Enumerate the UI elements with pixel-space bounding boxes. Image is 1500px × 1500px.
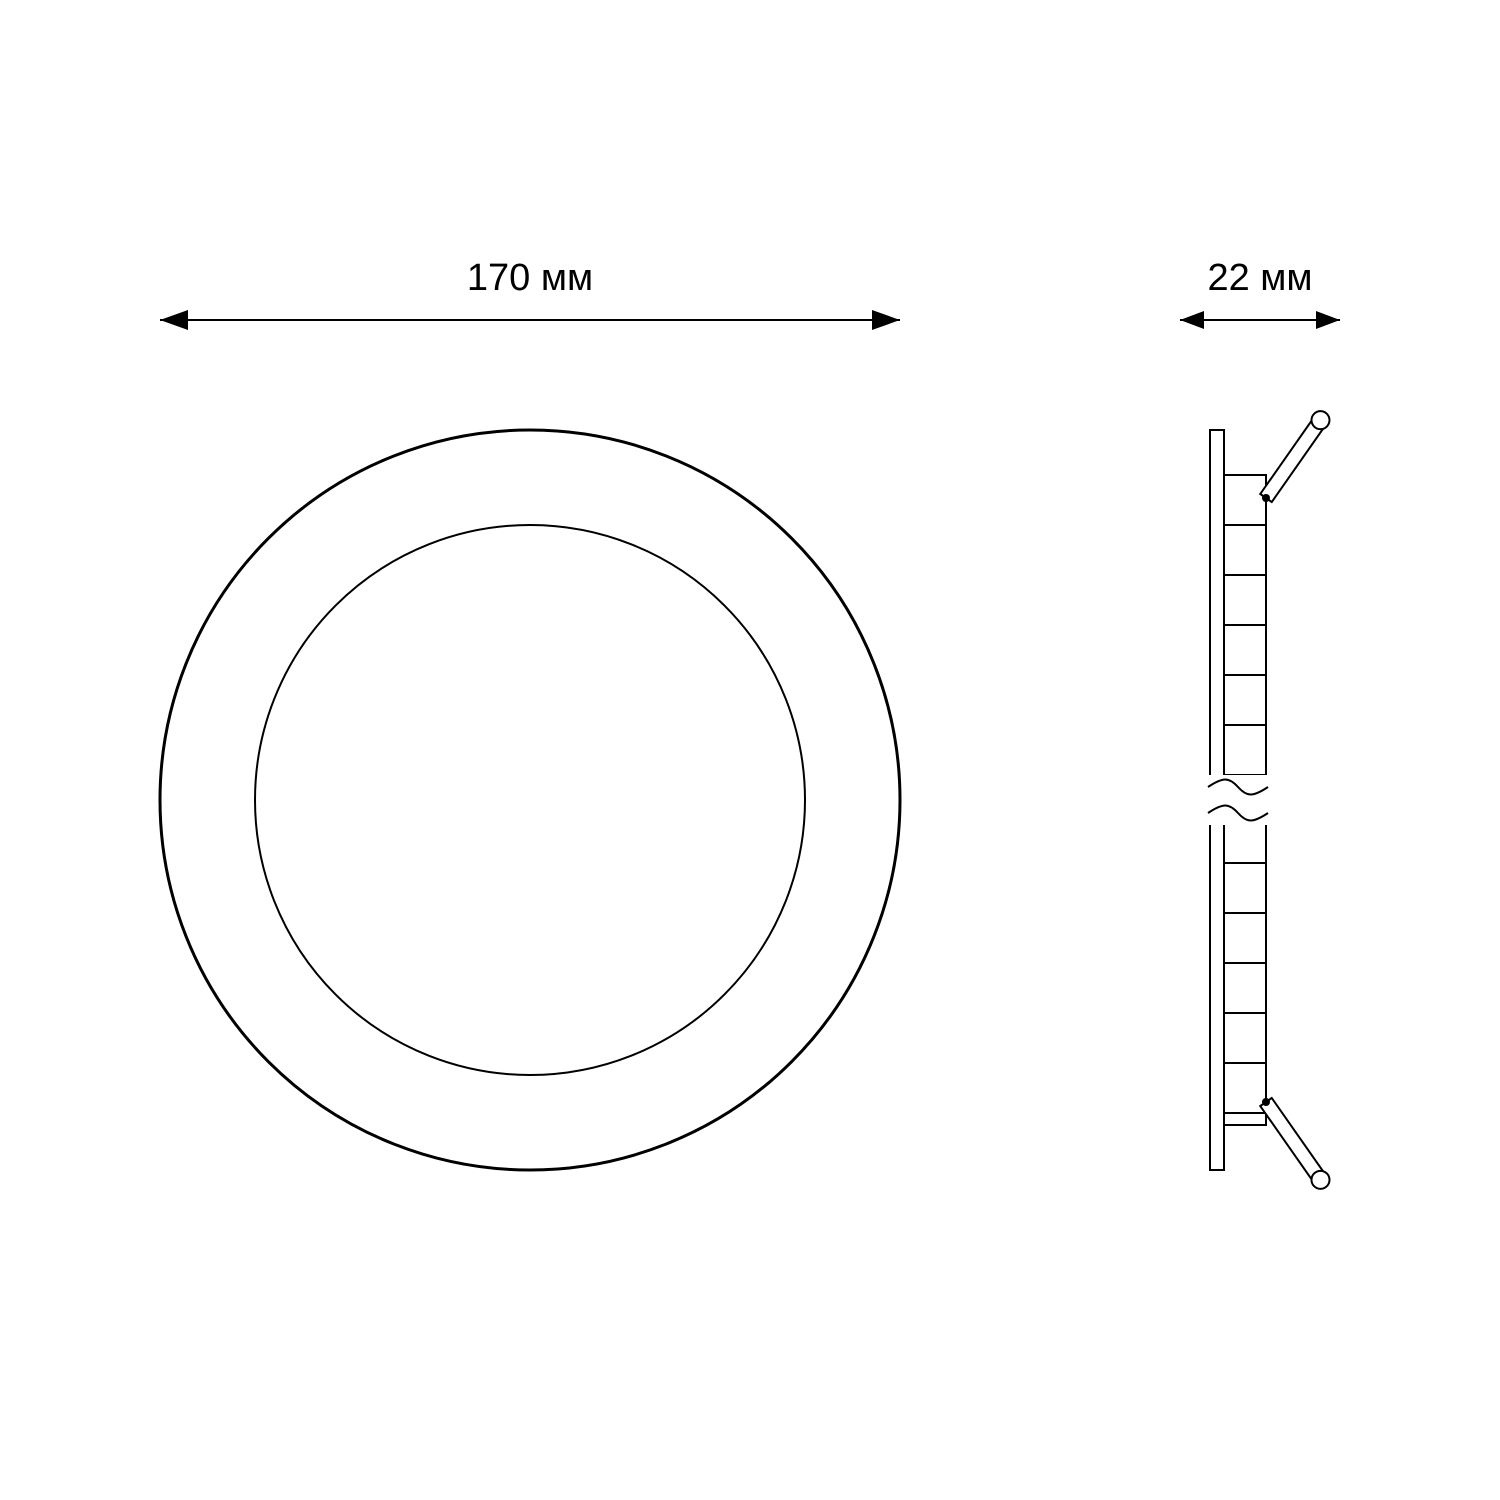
dimension-depth: 22 мм: [1180, 257, 1340, 329]
front-view: [160, 430, 900, 1170]
side-body-upper: [1224, 475, 1266, 787]
side-clip-bottom-pivot: [1262, 1098, 1270, 1106]
dimension-diameter-label: 170 мм: [467, 257, 593, 299]
side-body-lower: [1224, 813, 1266, 1125]
dimension-depth-label: 22 мм: [1207, 257, 1312, 299]
side-clip-top-tip: [1311, 411, 1329, 429]
side-faceplate-lower: [1210, 813, 1224, 1170]
front-inner-circle: [255, 525, 805, 1075]
dimension-diameter: 170 мм: [160, 257, 900, 330]
side-faceplate-upper: [1210, 430, 1224, 787]
front-outer-circle: [160, 430, 900, 1170]
side-clip-top-pivot: [1262, 494, 1270, 502]
side-clip-bottom-tip: [1311, 1171, 1329, 1189]
side-view: [1206, 411, 1329, 1189]
